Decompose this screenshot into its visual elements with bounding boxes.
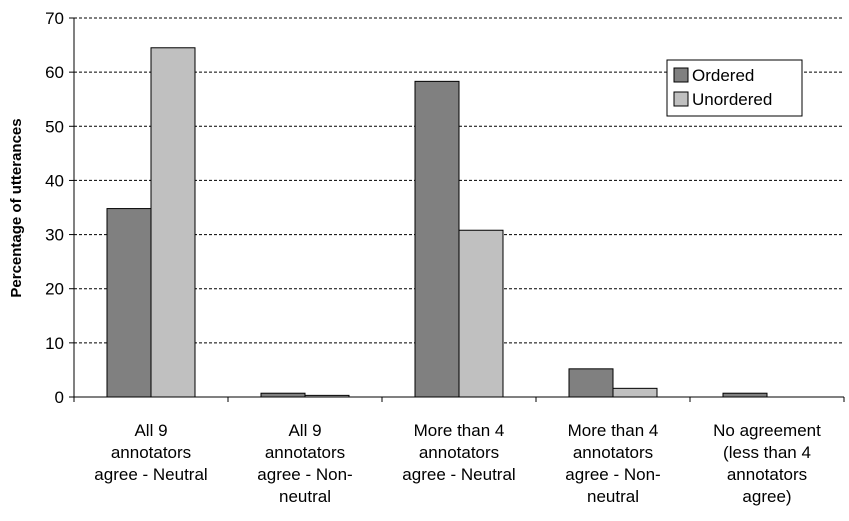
- category-label-line: All 9: [288, 421, 321, 440]
- category-label-line: annotators: [265, 443, 345, 462]
- y-tick-label: 70: [45, 9, 64, 28]
- y-tick-labels: 0 10 20 30 40 50 60 70: [45, 9, 64, 407]
- category-label-line: agree - Non-: [565, 465, 660, 484]
- bar-unordered-3: [458, 229, 504, 398]
- bar-ordered-1: [106, 208, 152, 398]
- category-label-line: annotators: [573, 443, 653, 462]
- category-label-line: annotators: [419, 443, 499, 462]
- category-label-line: More than 4: [568, 421, 659, 440]
- y-tick-label: 0: [55, 388, 64, 407]
- category-label: No agreement (less than 4 annotators agree): [713, 421, 821, 506]
- category-label-line: neutral: [587, 487, 639, 506]
- legend-label-ordered: Ordered: [692, 66, 754, 85]
- category-label: All 9 annotators agree - Non-neutral: [257, 421, 352, 506]
- y-tick-label: 60: [45, 63, 64, 82]
- bar-unordered-4: [612, 387, 658, 398]
- category-label-line: annotators: [111, 443, 191, 462]
- category-label-line: No agreement: [713, 421, 821, 440]
- legend-label-unordered: Unordered: [692, 90, 772, 109]
- category-label-line: More than 4: [414, 421, 505, 440]
- category-label-line: (less than 4: [723, 443, 811, 462]
- bar-ordered-4: [568, 368, 614, 398]
- y-axis-label: Percentage of utterances: [8, 118, 25, 297]
- y-tick-label: 20: [45, 280, 64, 299]
- category-label-line: agree): [742, 487, 791, 506]
- legend-swatch-unordered: [673, 91, 689, 107]
- category-label: More than 4 annotators agree - Neutral: [402, 421, 515, 484]
- category-label-line: neutral: [279, 487, 331, 506]
- bar-unordered-1: [150, 47, 196, 398]
- category-labels: All 9 annotators agree - Neutral All 9 annot…: [94, 421, 821, 506]
- legend: Ordered Unordered: [666, 59, 803, 117]
- category-label-line: All 9: [134, 421, 167, 440]
- bars: [106, 47, 768, 398]
- legend-swatch-ordered: [673, 67, 689, 83]
- y-tick-label: 50: [45, 117, 64, 136]
- bar-ordered-5: [722, 392, 768, 398]
- category-label-line: agree - Neutral: [94, 465, 207, 484]
- category-label-line: agree - Non-: [257, 465, 352, 484]
- category-label: All 9 annotators agree - Neutral: [94, 421, 207, 484]
- y-tick-label: 10: [45, 334, 64, 353]
- bar-ordered-3: [414, 80, 460, 398]
- category-label: More than 4 annotators agree - Non-neutral: [565, 421, 660, 506]
- legend-box: [666, 59, 803, 117]
- category-label-line: agree - Neutral: [402, 465, 515, 484]
- axes: [69, 17, 845, 402]
- category-label-line: annotators: [727, 465, 807, 484]
- y-tick-label: 30: [45, 226, 64, 245]
- bar-ordered-2: [260, 392, 306, 398]
- y-tick-label: 40: [45, 171, 64, 190]
